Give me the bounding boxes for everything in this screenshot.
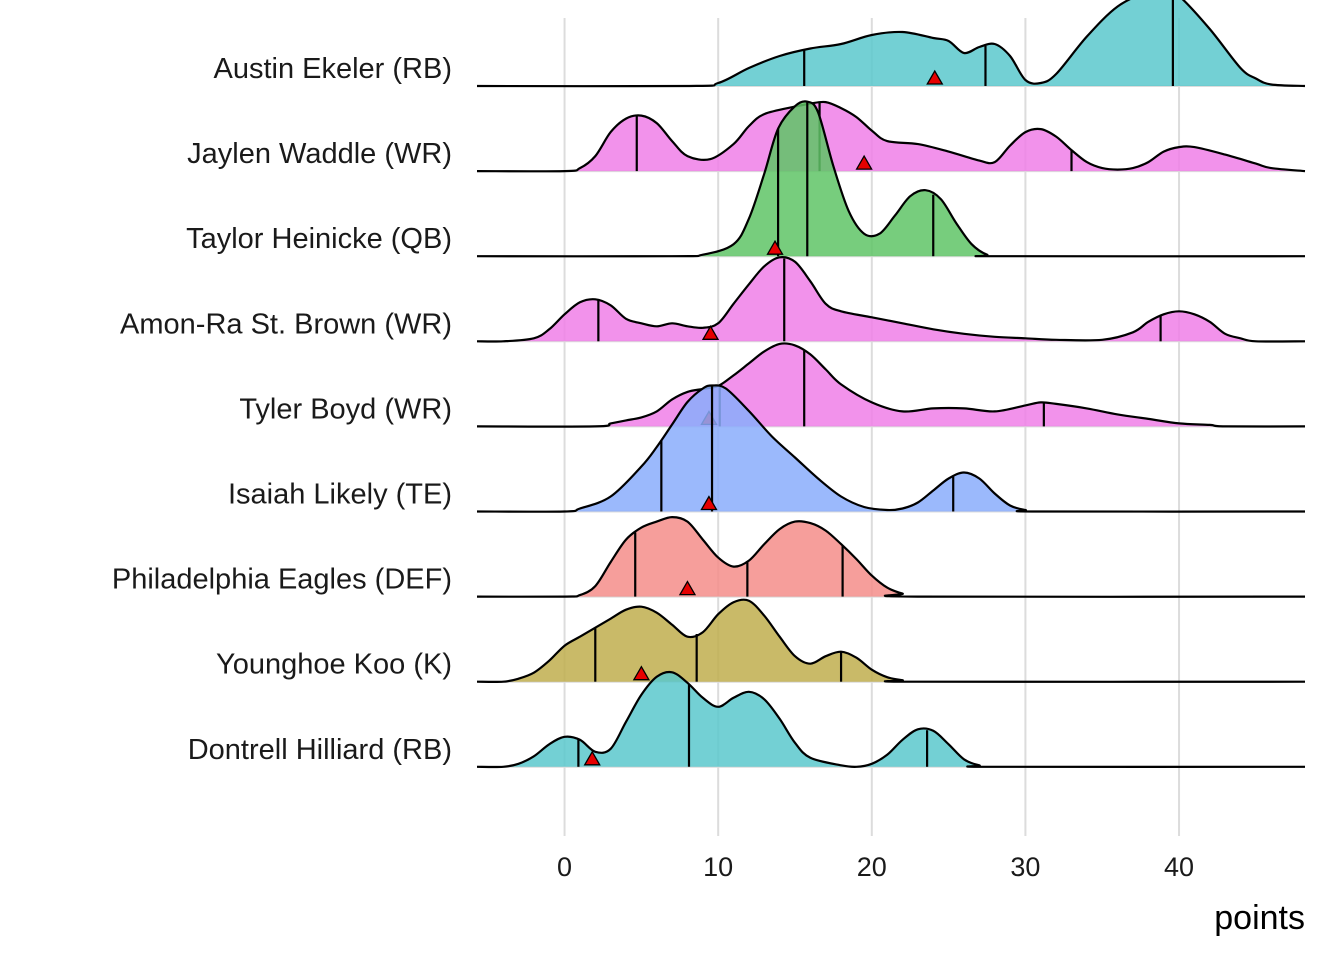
ridge-rb (476, 0, 1306, 88)
projection-marker (632, 665, 650, 681)
density-outline (476, 515, 1306, 598)
player-label: Austin Ekeler (RB) (213, 53, 452, 85)
x-tick-label: 20 (857, 852, 887, 882)
ridge-qb (476, 100, 1306, 258)
ridge-k (476, 598, 1306, 684)
density-area (477, 385, 1305, 512)
player-label: Taylor Heinicke (QB) (186, 223, 452, 255)
density-outline (476, 100, 1306, 173)
x-axis-title: points (1214, 899, 1305, 937)
player-label: Younghoe Koo (K) (216, 649, 452, 681)
density-outline (476, 0, 1306, 88)
x-axis: 0 10 20 30 40 (557, 852, 1194, 882)
density-outline (476, 100, 1306, 258)
player-label: Isaiah Likely (TE) (228, 479, 452, 511)
density-outline (476, 256, 1306, 343)
density-area (477, 0, 1305, 87)
x-tick-label: 40 (1164, 852, 1194, 882)
projection-marker (583, 750, 601, 766)
ridge-wr (476, 342, 1306, 428)
player-label: Jaylen Waddle (WR) (187, 138, 452, 170)
player-label: Tyler Boyd (WR) (239, 393, 452, 425)
density-area (477, 599, 1305, 682)
density-outline (476, 342, 1306, 428)
projection-marker (855, 154, 873, 170)
density-area (477, 101, 1305, 257)
density-outline (476, 384, 1306, 513)
projection-marker (766, 239, 784, 255)
projection-marker (678, 580, 697, 596)
ridge-wr (476, 256, 1306, 343)
player-label: Philadelphia Eagles (DEF) (112, 564, 452, 596)
ridge-rb (476, 670, 1306, 769)
projection-marker (926, 69, 944, 85)
x-tick-label: 0 (557, 852, 572, 882)
projection-marker (701, 324, 720, 340)
player-labels: Austin Ekeler (RB) Jaylen Waddle (WR) Tayl… (112, 53, 452, 766)
ridges (476, 0, 1306, 769)
player-label: Amon-Ra St. Brown (WR) (120, 308, 452, 340)
ridge-def (476, 515, 1306, 598)
density-area (477, 517, 1305, 597)
density-outline (476, 670, 1306, 769)
ridge-wr (476, 100, 1306, 173)
projection-marker (700, 495, 718, 511)
density-area (477, 101, 1305, 172)
ridge-te (476, 384, 1306, 513)
density-area (477, 257, 1305, 342)
density-area (477, 672, 1305, 768)
x-tick-label: 10 (703, 852, 733, 882)
density-area (477, 343, 1305, 427)
x-tick-label: 30 (1010, 852, 1040, 882)
player-label: Dontrell Hilliard (RB) (188, 734, 452, 766)
density-outline (476, 598, 1306, 684)
